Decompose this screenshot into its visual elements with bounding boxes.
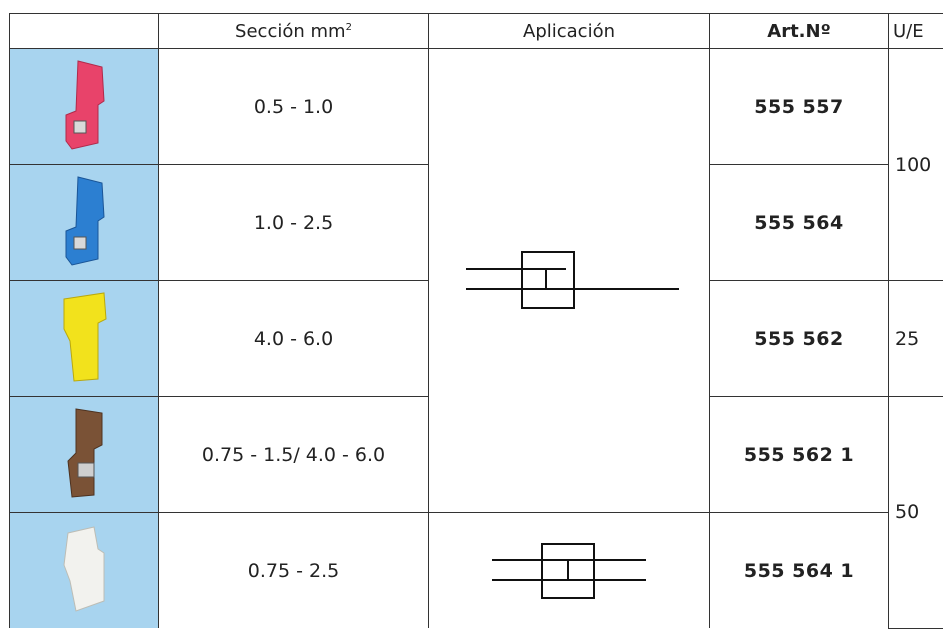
article-number: 555 562 1	[710, 397, 889, 513]
connector-photo-yellow	[10, 281, 159, 397]
section-value: 0.75 - 2.5	[159, 513, 429, 629]
unit-value: 50	[889, 397, 943, 629]
header-photo	[10, 14, 159, 49]
table-row: 0.5 - 1.0 555 557 100	[10, 49, 943, 165]
header-section: Sección mm2	[159, 14, 429, 49]
header-article: Art.Nº	[710, 14, 889, 49]
unit-value: 100	[889, 49, 943, 281]
connector-photo-white	[10, 513, 159, 629]
header-section-label: Sección mm	[235, 21, 346, 42]
double-wire-tap-icon	[484, 538, 654, 604]
section-value: 1.0 - 2.5	[159, 165, 429, 281]
connector-photo-brown	[10, 397, 159, 513]
connector-photo-red	[10, 49, 159, 165]
article-number: 555 564 1	[710, 513, 889, 629]
application-symbol-cell	[429, 49, 710, 513]
table-header-row: Sección mm2 Aplicación Art.Nº U/E	[10, 14, 943, 49]
connector-photo-blue	[10, 165, 159, 281]
header-unit: U/E	[889, 14, 943, 49]
blue-connector-icon	[54, 173, 114, 273]
yellow-connector-icon	[54, 289, 114, 389]
article-number: 555 557	[710, 49, 889, 165]
section-value: 0.5 - 1.0	[159, 49, 429, 165]
section-value: 4.0 - 6.0	[159, 281, 429, 397]
header-section-sup: 2	[346, 22, 352, 33]
application-symbol-cell	[429, 513, 710, 629]
white-connector-icon	[54, 521, 114, 621]
unit-value: 25	[889, 281, 943, 397]
brown-connector-icon	[54, 405, 114, 505]
header-application: Aplicación	[429, 14, 710, 49]
single-wire-tap-icon	[454, 246, 684, 316]
table-row: 0.75 - 2.5 555 564 1	[10, 513, 943, 629]
red-connector-icon	[54, 57, 114, 157]
connector-table: Sección mm2 Aplicación Art.Nº U/E 0.5 - …	[9, 13, 943, 629]
section-value: 0.75 - 1.5/ 4.0 - 6.0	[159, 397, 429, 513]
article-number: 555 562	[710, 281, 889, 397]
article-number: 555 564	[710, 165, 889, 281]
